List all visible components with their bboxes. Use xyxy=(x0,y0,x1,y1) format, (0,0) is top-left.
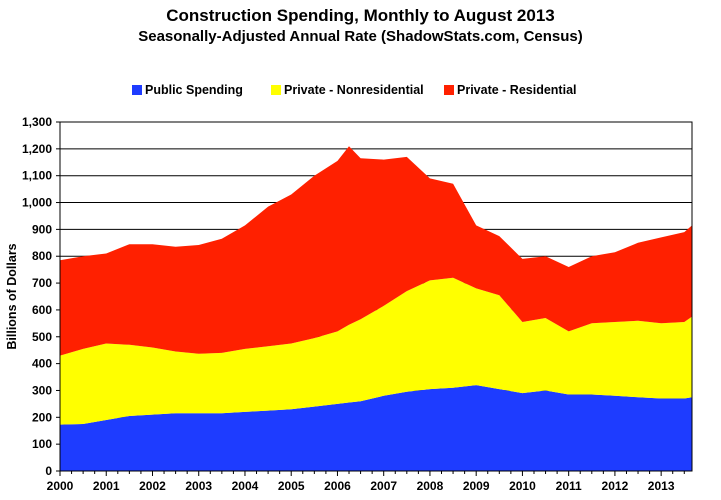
legend-item-residential: Private - Residential xyxy=(444,83,577,97)
x-tick-label: 2012 xyxy=(602,479,629,493)
y-tick-label: 500 xyxy=(32,330,52,344)
x-tick-label: 2001 xyxy=(93,479,120,493)
x-tick-label: 2010 xyxy=(509,479,536,493)
y-tick-label: 300 xyxy=(32,383,52,397)
legend-item-nonresidential: Private - Nonresidential xyxy=(271,83,424,97)
x-tick-label: 2011 xyxy=(556,479,582,493)
x-tick-label: 2006 xyxy=(324,479,351,493)
x-tick-label: 2013 xyxy=(648,479,675,493)
y-tick-label: 700 xyxy=(32,276,52,290)
y-tick-label: 800 xyxy=(32,249,52,263)
x-tick-label: 2009 xyxy=(463,479,490,493)
x-tick-label: 2000 xyxy=(47,479,74,493)
x-tick-label: 2008 xyxy=(417,479,444,493)
x-tick-label: 2002 xyxy=(139,479,166,493)
legend-swatch-nonresidential xyxy=(271,85,281,95)
y-tick-label: 900 xyxy=(32,222,52,236)
y-axis-label: Billions of Dollars xyxy=(5,243,19,349)
x-tick-label: 2004 xyxy=(232,479,259,493)
x-tick-label: 2003 xyxy=(185,479,212,493)
area-nonresidential xyxy=(60,277,692,425)
axes: 0 100 200 300 400 500 600 700 800 900 1,000 1,100 1,… xyxy=(22,115,693,493)
y-tick-label: 1,000 xyxy=(22,196,52,210)
y-tick-label: 100 xyxy=(32,437,52,451)
legend-item-public: Public Spending xyxy=(132,83,243,97)
y-tick-label: 1,200 xyxy=(22,142,52,156)
legend-label-public: Public Spending xyxy=(145,83,243,97)
legend-label-residential: Private - Residential xyxy=(457,83,577,97)
y-tick-label: 1,300 xyxy=(22,115,52,129)
chart-title: Construction Spending, Monthly to August… xyxy=(166,6,555,25)
legend: Public Spending Private - Nonresidential… xyxy=(0,83,721,101)
legend-swatch-residential xyxy=(444,85,454,95)
y-tick-label: 0 xyxy=(45,464,52,478)
y-tick-label: 600 xyxy=(32,303,52,317)
y-tick-label: 1,100 xyxy=(22,169,52,183)
area-public xyxy=(60,385,692,471)
legend-swatch-public xyxy=(132,85,142,95)
area-series xyxy=(60,146,692,471)
plot-frame xyxy=(59,121,693,472)
y-tick-label: 400 xyxy=(32,357,52,371)
x-tick-label: 2005 xyxy=(278,479,305,493)
area-residential xyxy=(60,146,692,356)
legend-label-nonresidential: Private - Nonresidential xyxy=(284,83,424,97)
chart-subtitle: Seasonally-Adjusted Annual Rate (ShadowS… xyxy=(138,28,583,45)
y-tick-label: 200 xyxy=(32,410,52,424)
x-tick-label: 2007 xyxy=(370,479,397,493)
